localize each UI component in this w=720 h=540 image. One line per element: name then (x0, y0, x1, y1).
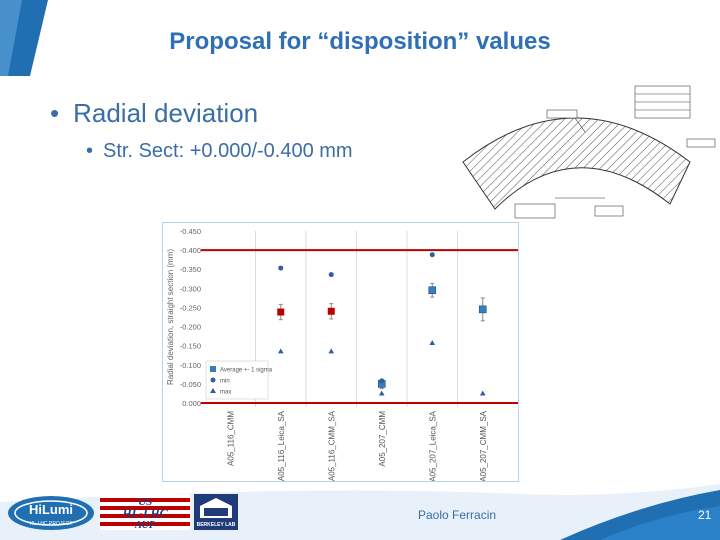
berkeley-logo-text: BERKELEY LAB (197, 522, 236, 528)
average-marker-red (327, 307, 335, 315)
y-tick-label: -0.350 (180, 265, 201, 274)
slide-title: Proposal for “disposition” values (169, 28, 551, 55)
min-marker (379, 378, 385, 384)
average-marker-red (277, 308, 285, 316)
us-logo-line1: US (138, 496, 152, 508)
us-hl-lhc-aup-logo: US HL-LHC AUP (100, 494, 190, 530)
min-marker (278, 265, 284, 271)
bullet-radial-deviation: • Radial deviation (50, 98, 258, 129)
average-marker (428, 286, 437, 295)
hilumi-logo-text: HiLumi (29, 502, 73, 517)
y-tick-label: -0.200 (180, 323, 201, 332)
legend-label: Average +- 1 sigma (220, 368, 273, 374)
legend-marker-average (210, 366, 216, 372)
x-tick-label: A05_116_CMM (226, 411, 235, 466)
legend-box (205, 360, 269, 400)
chart-container: Radial deviation, straight section (mm) 0… (162, 222, 519, 482)
radial-deviation-chart: Radial deviation, straight section (mm) 0… (166, 227, 518, 482)
bullet-text: Radial deviation (73, 98, 259, 128)
coil-cross-section-drawing (462, 85, 716, 219)
us-logo-line3: AUP (134, 520, 156, 530)
max-marker (479, 390, 486, 396)
max-marker (378, 390, 385, 396)
x-tick-label: A05_116_Leica_SA (277, 410, 286, 481)
y-tick-label: -0.100 (180, 361, 201, 370)
author-name: Paolo Ferracin (418, 508, 497, 522)
y-tick-label: -0.250 (180, 303, 201, 312)
min-marker (429, 252, 435, 258)
y-tick-label: 0.000 (182, 399, 201, 408)
average-marker (478, 305, 487, 314)
legend-label: min (220, 379, 230, 385)
y-tick-label: -0.400 (180, 246, 201, 255)
min-marker (328, 272, 334, 278)
us-logo-line2: HL-LHC (121, 506, 168, 520)
legend-marker-min (210, 377, 216, 383)
y-axis-label: Radial deviation, straight section (mm) (166, 249, 175, 385)
y-tick-label: -0.300 (180, 284, 201, 293)
hilumi-logo: HiLumi HL-LHC PROJECT (8, 496, 94, 530)
bullet-text: Str. Sect: +0.000/-0.400 mm (103, 140, 353, 162)
x-tick-label: A05_207_CMM (378, 411, 387, 467)
bullet-marker: • (86, 140, 94, 162)
legend-marker-max (210, 388, 216, 393)
x-tick-label: A05_207_Leica_SA (428, 410, 437, 481)
x-tick-label: A05_116_CMM_SA (327, 410, 336, 481)
corner-decoration (0, 0, 48, 76)
bullet-marker: • (50, 98, 60, 128)
y-tick-label: -0.050 (180, 380, 201, 389)
max-marker (328, 348, 335, 354)
y-tick-label: -0.150 (180, 342, 201, 351)
berkeley-lab-logo: BERKELEY LAB (194, 494, 238, 530)
max-marker (277, 348, 284, 354)
bullet-straight-section: • Str. Sect: +0.000/-0.400 mm (86, 140, 353, 163)
x-tick-label: A05_207_CMM_SA (479, 410, 488, 481)
max-marker (429, 339, 436, 345)
page-number: 21 (698, 508, 712, 522)
y-tick-label: -0.450 (180, 227, 201, 236)
hilumi-logo-sub: HL-LHC PROJECT (30, 521, 73, 527)
legend-label: max (220, 390, 231, 396)
